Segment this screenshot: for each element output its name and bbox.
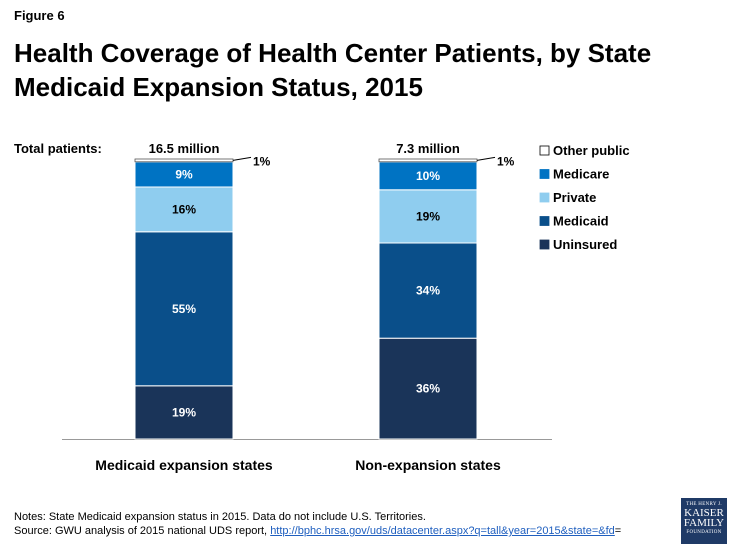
x-tick-label: Medicaid expansion states: [95, 457, 273, 473]
bar-segment-private: [378, 189, 478, 244]
stacked-bar-chart: Total patients: 19% 55% 16% 9% 1% 16.5 million…: [14, 141, 630, 473]
source-line: Source: GWU analysis of 2015 national UD…: [14, 524, 621, 538]
bar-segment-other-public: [378, 158, 478, 163]
legend-swatch: [539, 239, 550, 250]
notes-line: Notes: State Medicaid expansion status i…: [14, 511, 426, 523]
bar-segment-other-public: [134, 158, 234, 163]
data-label: 34%: [416, 284, 440, 298]
data-label: 9%: [175, 167, 193, 181]
legend-label: Medicare: [553, 167, 609, 182]
legend-label: Medicaid: [553, 214, 609, 229]
legend-swatch: [539, 145, 550, 156]
kff-logo: THE HENRY J. KAISER FAMILY FOUNDATION: [681, 498, 727, 544]
legend-label: Other public: [553, 143, 630, 158]
data-label: 36%: [416, 382, 440, 396]
legend-label: Uninsured: [553, 237, 617, 252]
data-label: 1%: [497, 154, 515, 168]
legend-swatch: [539, 169, 550, 179]
data-label: 55%: [172, 302, 196, 316]
logo-line-3: FAMILY: [683, 517, 725, 529]
logo-line-4: FOUNDATION: [686, 530, 722, 535]
bar-segment-uninsured: [378, 337, 478, 440]
leader-line: [476, 156, 496, 161]
bar-total-label: 7.3 million: [396, 141, 460, 156]
figure-label: Figure 6: [14, 8, 65, 23]
total-patients-label: Total patients:: [14, 141, 102, 156]
source-prefix: Source: GWU analysis of 2015 national UD…: [14, 525, 271, 537]
data-label: 16%: [172, 202, 196, 216]
logo-line-2: KAISER: [684, 507, 724, 519]
data-label: 19%: [172, 405, 196, 419]
bar-segment-medicare: [134, 161, 234, 188]
bar-segment-private: [134, 186, 234, 233]
bar-segment-medicaid: [378, 242, 478, 339]
legend-label: Private: [553, 190, 596, 205]
notes: Notes: State Medicaid expansion status i…: [14, 510, 621, 538]
data-label: 1%: [253, 154, 271, 168]
chart-title: Health Coverage of Health Center Patient…: [14, 38, 652, 102]
logo-line-1: THE HENRY J.: [686, 502, 722, 507]
data-label: 10%: [416, 169, 440, 183]
legend-swatch: [539, 192, 550, 203]
bar-segment-medicaid: [134, 231, 234, 387]
x-tick-label: Non-expansion states: [355, 457, 501, 473]
source-link[interactable]: http://bphc.hrsa.gov/uds/datacenter.aspx…: [270, 525, 615, 537]
leader-line: [232, 156, 252, 161]
bar-total-label: 16.5 million: [149, 141, 220, 156]
data-label: 19%: [416, 209, 440, 223]
bar-segment-medicare: [378, 161, 478, 191]
source-suffix: =: [614, 525, 622, 537]
legend-swatch: [539, 216, 550, 226]
